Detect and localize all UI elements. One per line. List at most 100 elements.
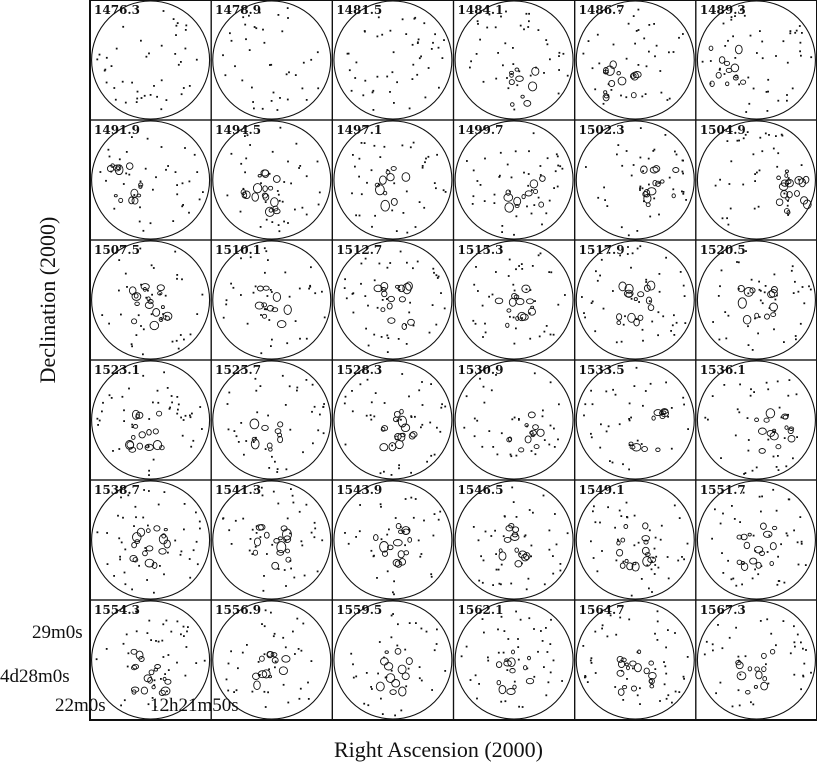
noise-speckle <box>417 539 420 542</box>
noise-speckle <box>98 419 101 422</box>
noise-speckle <box>149 94 152 96</box>
emission-contour <box>389 689 397 695</box>
noise-speckle <box>628 419 631 422</box>
noise-speckle <box>747 439 750 441</box>
emission-contour <box>508 79 515 86</box>
noise-speckle <box>674 690 677 693</box>
channel-panel <box>452 599 576 721</box>
emission-contour <box>515 315 520 321</box>
emission-contour <box>373 284 383 293</box>
noise-speckle <box>605 430 608 433</box>
emission-contour <box>273 538 280 544</box>
noise-speckle <box>667 577 670 580</box>
noise-speckle <box>640 578 643 580</box>
noise-speckle <box>718 338 721 341</box>
emission-contour <box>375 681 385 692</box>
noise-speckle <box>494 529 496 532</box>
noise-speckle <box>481 445 484 448</box>
noise-speckle <box>367 344 370 347</box>
noise-speckle <box>403 530 405 533</box>
noise-speckle <box>756 52 758 54</box>
emission-contour <box>165 315 170 321</box>
noise-speckle <box>766 110 769 112</box>
emission-contour <box>251 192 259 202</box>
emission-contour <box>272 292 282 302</box>
panel-velocity-label: 1564.7 <box>579 603 625 617</box>
noise-speckle <box>793 529 795 532</box>
noise-speckle <box>401 18 404 21</box>
noise-speckle <box>746 131 749 133</box>
emission-contour <box>505 322 510 328</box>
noise-speckle <box>244 135 246 137</box>
noise-speckle <box>303 574 306 577</box>
emission-contour <box>407 318 415 326</box>
panel-velocity-label: 1491.9 <box>94 123 140 137</box>
noise-speckle <box>423 519 425 522</box>
noise-speckle <box>444 405 447 408</box>
noise-speckle <box>667 415 669 418</box>
noise-speckle <box>311 383 314 386</box>
noise-speckle <box>294 653 296 655</box>
noise-speckle <box>471 203 474 205</box>
noise-speckle <box>289 428 292 431</box>
noise-speckle <box>317 87 320 90</box>
noise-speckle <box>386 533 389 536</box>
noise-speckle <box>479 377 481 380</box>
noise-speckle <box>620 94 622 97</box>
noise-speckle <box>668 51 670 54</box>
noise-speckle <box>722 572 725 574</box>
noise-speckle <box>299 337 301 340</box>
noise-speckle <box>376 306 379 309</box>
noise-speckle <box>545 325 548 327</box>
noise-speckle <box>267 414 269 417</box>
noise-speckle <box>165 99 168 101</box>
noise-speckle <box>430 454 433 457</box>
noise-speckle <box>169 406 171 409</box>
noise-speckle <box>344 532 346 534</box>
noise-speckle <box>775 55 777 57</box>
noise-speckle <box>246 322 249 325</box>
noise-speckle <box>547 681 550 684</box>
noise-speckle <box>553 446 556 448</box>
noise-speckle <box>641 95 644 98</box>
noise-speckle <box>682 284 685 287</box>
emission-contour <box>394 284 401 289</box>
noise-speckle <box>359 504 361 506</box>
noise-speckle <box>721 552 723 554</box>
noise-speckle <box>495 553 497 555</box>
noise-speckle <box>276 109 279 111</box>
emission-contour <box>743 541 751 550</box>
noise-speckle <box>227 689 230 692</box>
emission-contour <box>138 182 144 188</box>
noise-speckle <box>263 41 266 44</box>
emission-contour <box>759 550 765 556</box>
noise-speckle <box>444 670 447 672</box>
emission-contour <box>762 530 773 538</box>
noise-speckle <box>501 225 504 227</box>
emission-contour <box>252 672 260 680</box>
noise-speckle <box>625 57 628 60</box>
noise-speckle <box>533 372 536 375</box>
panel-velocity-label: 1541.3 <box>215 483 261 497</box>
noise-speckle <box>167 165 169 167</box>
noise-speckle <box>800 54 802 57</box>
noise-speckle <box>183 528 185 531</box>
noise-speckle <box>584 403 587 406</box>
emission-contour <box>754 312 760 319</box>
noise-speckle <box>142 353 144 356</box>
emission-contour <box>261 169 270 178</box>
noise-speckle <box>528 20 530 23</box>
channel-panel <box>452 359 576 481</box>
noise-speckle <box>377 672 379 675</box>
noise-speckle <box>386 266 389 269</box>
noise-speckle <box>429 421 432 424</box>
noise-speckle <box>775 644 777 647</box>
noise-speckle <box>492 584 494 586</box>
emission-contour <box>277 421 284 428</box>
noise-speckle <box>534 300 536 302</box>
noise-speckle <box>628 418 630 420</box>
noise-speckle <box>473 435 476 438</box>
noise-speckle <box>380 697 382 700</box>
noise-speckle <box>298 287 301 290</box>
emission-contour <box>146 429 152 436</box>
